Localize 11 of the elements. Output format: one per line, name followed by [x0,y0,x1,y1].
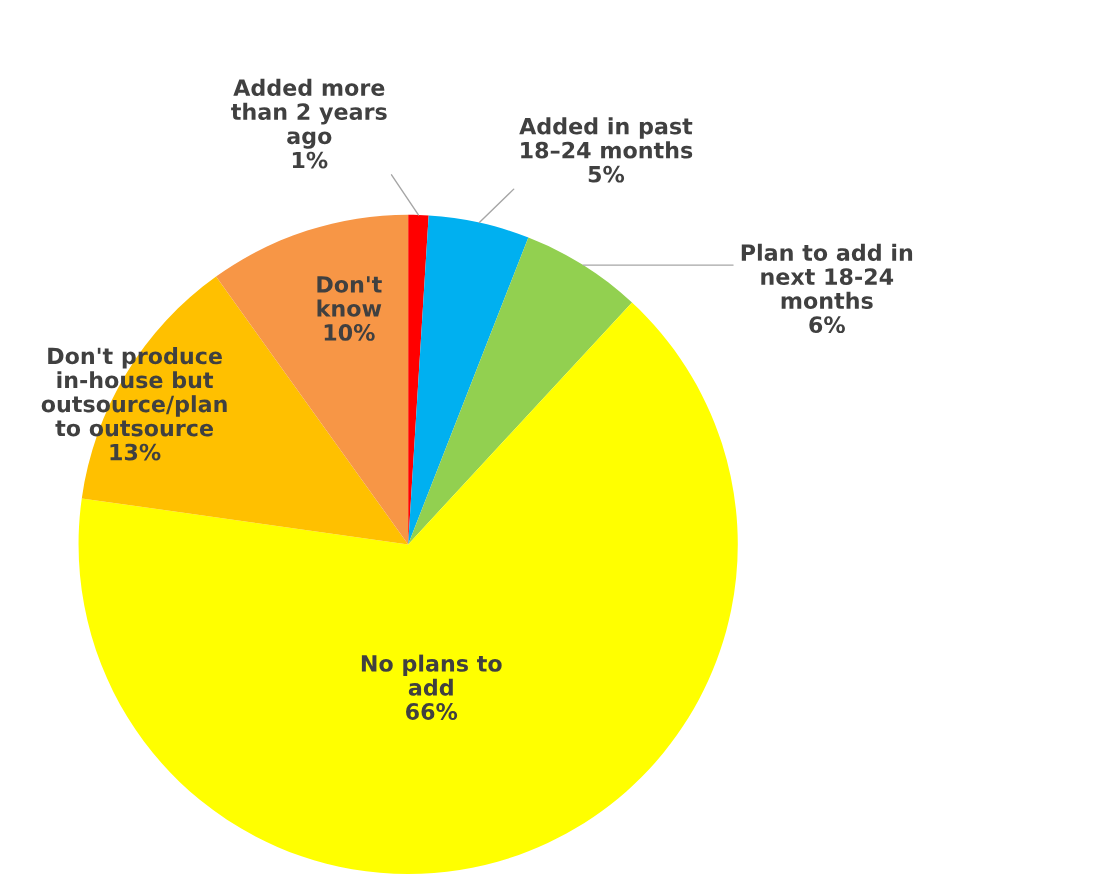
slice-label: No plans to add [361,654,502,696]
data-label: 13% [110,443,161,461]
slice-label: Plan to add in next 18-24 months [741,243,913,310]
data-label: 5% [588,165,625,183]
data-label: 66% [406,703,458,720]
data-label: 1% [292,151,328,169]
data-label: 10% [324,324,375,341]
data-label: 6% [809,316,845,334]
slice-label: Added more than 2 years ago [231,78,387,149]
slice-label: Don't know [317,276,382,317]
slice-label: Added in past 18–24 months [519,117,693,159]
